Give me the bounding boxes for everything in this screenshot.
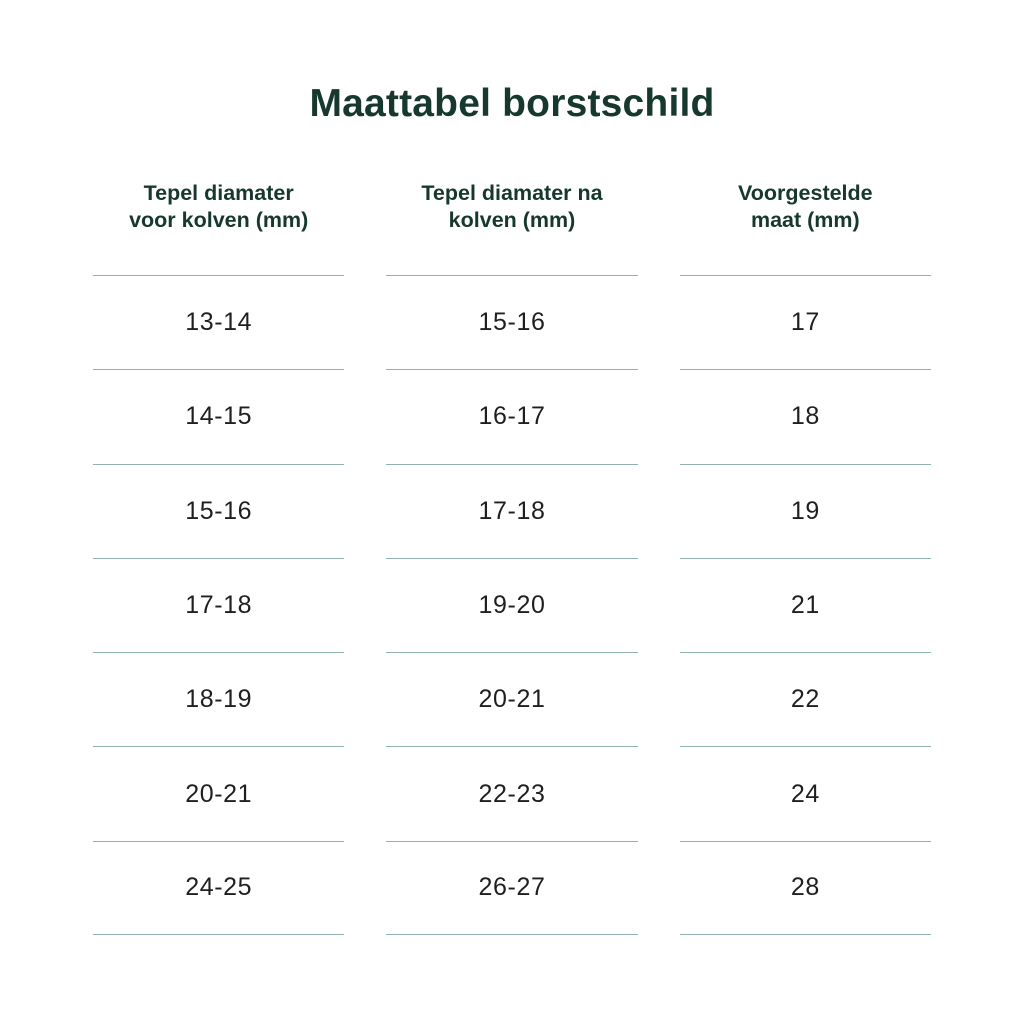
table-cell: 17-18	[93, 557, 345, 652]
column-header-diameter-before: Tepel diamater voor kolven (mm)	[129, 181, 309, 232]
table-cell: 16-17	[386, 369, 638, 463]
table-cell: 13-14	[93, 275, 345, 369]
table-header-row: Tepel diamater voor kolven (mm) Tepel di…	[93, 180, 931, 234]
table-cell: 18-19	[93, 652, 345, 746]
column-header-suggested-size: Voorgestelde maat (mm)	[738, 181, 873, 232]
size-table: 13-14 15-16 17 14-15 16-17 18 15-16 17-1…	[93, 275, 931, 936]
table-cell: 18	[679, 369, 931, 463]
table-cell: 20-21	[93, 746, 345, 840]
page-title: Maattabel borstschild	[309, 82, 715, 125]
column-header-diameter-after: Tepel diamater na kolven (mm)	[421, 181, 603, 232]
table-cell: 15-16	[93, 463, 345, 558]
table-cell: 20-21	[386, 652, 638, 746]
table-cell: 24-25	[93, 840, 345, 936]
table-cell: 24	[679, 746, 931, 840]
table-cell: 26-27	[386, 840, 638, 936]
table-cell: 28	[679, 840, 931, 936]
table-cell: 22-23	[386, 746, 638, 840]
table-cell: 21	[679, 557, 931, 652]
table-cell: 22	[679, 652, 931, 746]
table-cell: 17	[679, 275, 931, 369]
table-cell: 15-16	[386, 275, 638, 369]
table-cell: 14-15	[93, 369, 345, 463]
table-cell: 19	[679, 463, 931, 558]
table-cell: 19-20	[386, 557, 638, 652]
table-cell: 17-18	[386, 463, 638, 558]
